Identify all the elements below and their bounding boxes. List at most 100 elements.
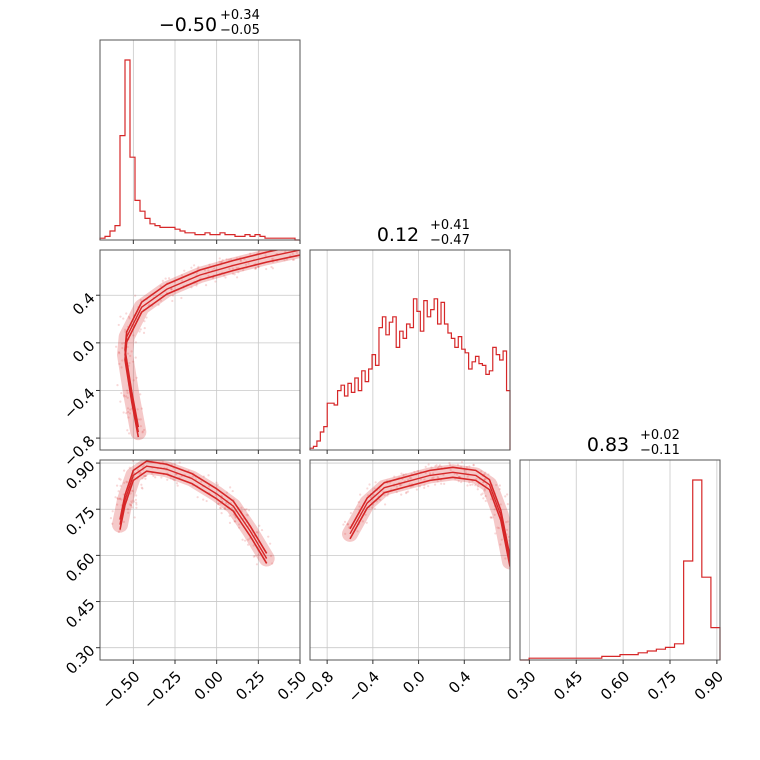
sample-point [122,394,125,397]
sample-point [406,478,410,481]
sample-point [369,496,372,499]
sample-point [505,528,509,532]
sample-point [256,531,259,534]
title-median: −0.50 [159,14,217,36]
sample-point [123,481,126,484]
sample-point [173,462,176,465]
sample-point [271,257,274,260]
sample-point [137,418,140,421]
sample-point [357,500,360,504]
sample-point [512,531,514,533]
sample-point [419,478,422,481]
sample-point [455,473,459,476]
sample-point [143,428,146,432]
scatter-1-0-points [114,250,300,441]
sample-point [480,493,483,496]
sample-point [225,502,228,505]
sample-point [217,502,220,505]
x-tick-label: 0.25 [232,668,268,704]
scatter-2-0-contour-outer [119,460,268,554]
sample-point [387,493,390,496]
sample-point [130,350,133,353]
sample-point [469,483,472,487]
sample-point [436,480,439,483]
sample-point [490,516,493,519]
sample-point [205,499,208,503]
sample-point [225,491,228,494]
sample-point [139,299,142,302]
sample-point [180,296,183,300]
sample-point [255,563,259,566]
sample-point [386,494,389,497]
sample-point [159,285,162,288]
sample-point [141,465,144,469]
sample-point [131,501,134,504]
y-tick-label: 0.30 [62,642,98,678]
sample-point [507,535,510,538]
sample-point [481,481,485,484]
sample-point [125,412,128,415]
sample-point [202,498,205,501]
sample-point [347,526,351,529]
sample-point [484,494,487,498]
sample-point [471,483,474,486]
sample-point [468,481,471,484]
sample-point [271,267,274,270]
sample-point [431,476,434,480]
sample-point [145,316,148,319]
sample-point [464,471,467,474]
x-tick-label: 0.30 [503,668,539,704]
sample-point [359,493,362,496]
sample-point [342,523,345,526]
sample-point [119,484,122,487]
sample-point [285,258,288,261]
sample-point [435,464,438,467]
sample-point [424,465,427,468]
sample-point [124,328,127,331]
sample-point [427,485,430,488]
sample-point [197,265,200,268]
sample-point [395,490,398,494]
sample-point [472,463,475,466]
sample-point [126,481,129,484]
sample-point [153,457,155,459]
sample-point [218,260,221,263]
sample-point [231,489,234,493]
sample-point [272,258,275,261]
sample-point [218,506,222,509]
sample-point [349,511,352,515]
sample-point [126,508,130,511]
sample-point [129,408,132,411]
sample-point [114,345,118,348]
sample-point [175,482,179,485]
sample-point [484,499,487,503]
sample-point [195,271,199,275]
sample-point [358,505,361,508]
hist-2-frame [519,459,721,661]
sample-point [506,503,509,506]
sample-point [511,532,513,534]
sample-point [238,523,241,526]
scatter-2-1-contour-inner [349,476,510,567]
sample-point [344,532,347,535]
sample-point [494,532,497,535]
x-tick-label: 0.60 [597,668,633,704]
sample-point [200,480,203,483]
sample-point [228,267,231,271]
sample-point [483,488,486,491]
sample-point [141,487,144,490]
sample-point [134,294,137,297]
sample-point [144,474,147,478]
sample-point [121,342,124,345]
sample-point [241,538,244,541]
sample-point [289,254,292,257]
sample-point [167,277,171,280]
sample-point [160,476,163,479]
sample-point [476,485,479,488]
sample-point [466,484,469,487]
sample-point [117,323,120,327]
sample-point [495,483,498,487]
y-tick-label: 0.45 [62,595,98,631]
sample-point [378,488,381,491]
sample-point [140,486,143,489]
